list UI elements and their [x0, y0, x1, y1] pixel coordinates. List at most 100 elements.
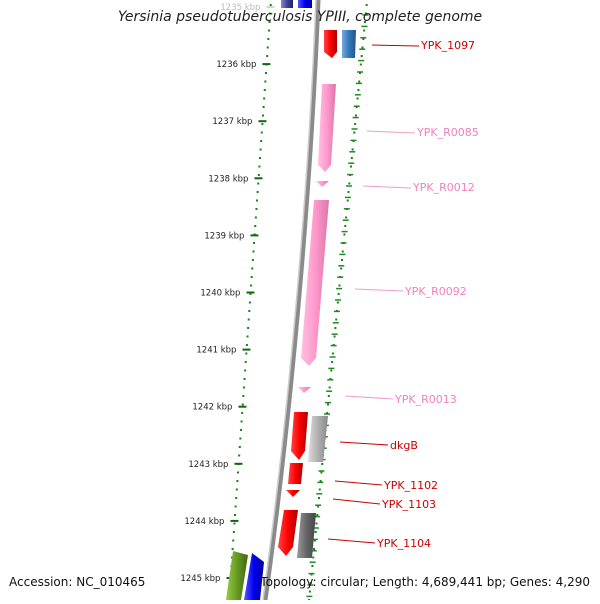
- scale-dot: [246, 335, 249, 338]
- feature-label-dkgb[interactable]: dkgB: [390, 439, 418, 452]
- scale-dot: [331, 361, 334, 363]
- feature-glyph[interactable]: [308, 416, 328, 462]
- scale-dot: [231, 548, 234, 550]
- feature-glyph[interactable]: [297, 513, 316, 558]
- scale-dot: [360, 55, 363, 57]
- scale-dot: [258, 165, 261, 168]
- scale-dot: [354, 114, 357, 117]
- scale-dot: [341, 250, 344, 253]
- scale-dot: [358, 80, 361, 83]
- scale-dot: [334, 327, 337, 329]
- scale-dot: [235, 497, 238, 499]
- scale-dot: [313, 539, 316, 542]
- scale-dot: [344, 225, 347, 227]
- scale-dot: [261, 114, 264, 117]
- scale-dot: [260, 140, 263, 142]
- feature-glyph-ypk-1104[interactable]: [278, 510, 298, 556]
- scale-dot: [340, 259, 343, 261]
- scale-dot: [315, 522, 318, 525]
- scale-dot: [327, 395, 330, 397]
- tick-label: 1244 kbp: [184, 517, 224, 527]
- scale-dot: [232, 539, 235, 542]
- tick-label: 1241 kbp: [196, 346, 236, 356]
- scale-dot: [234, 514, 237, 516]
- scale-dot: [345, 216, 348, 219]
- scale-dot: [257, 174, 260, 176]
- feature-glyph-dkgb[interactable]: [291, 412, 308, 460]
- scale-dot: [337, 293, 340, 295]
- topology-text: Topology: circular; Length: 4,689,441 bp…: [260, 575, 590, 589]
- feature-glyph-ypk-1103[interactable]: [286, 490, 300, 497]
- feature-glyph-ypk-r0012[interactable]: [316, 181, 329, 187]
- scale-dot: [266, 55, 269, 57]
- feature-glyph[interactable]: [226, 551, 248, 600]
- feature-leader-lines: [327, 44, 420, 544]
- scale-dot: [356, 97, 359, 100]
- scale-dot: [363, 21, 366, 23]
- feature-glyphs: [226, 0, 356, 600]
- scale-dot: [357, 89, 360, 91]
- scale-dot: [318, 488, 321, 491]
- scale-dot: [309, 582, 312, 584]
- scale-dot: [241, 403, 244, 406]
- feature-label-ypk-1097[interactable]: YPK_1097: [420, 39, 475, 52]
- tick-label: 1243 kbp: [188, 460, 228, 470]
- feature-glyph-ypk-1102[interactable]: [288, 463, 303, 484]
- scale-dot: [250, 284, 253, 287]
- scale-dot: [267, 29, 270, 32]
- scale-dot: [350, 157, 353, 159]
- feature-glyph[interactable]: [281, 0, 293, 8]
- scale-dot: [241, 412, 244, 414]
- scale-dot: [245, 352, 248, 355]
- scale-dot: [255, 208, 258, 210]
- feature-glyph[interactable]: [342, 30, 356, 58]
- feature-glyph-ypk-r0092[interactable]: [301, 200, 329, 366]
- feature-glyph[interactable]: [298, 0, 312, 8]
- accession-text: Accession: NC_010465: [9, 575, 146, 589]
- scale-dot: [239, 429, 242, 431]
- scale-dot: [343, 233, 346, 236]
- tick-label: 1240 kbp: [200, 289, 240, 299]
- tick-label: 1239 kbp: [204, 231, 244, 241]
- scale-dot: [263, 97, 266, 100]
- scale-dot: [355, 106, 358, 108]
- scale-dot: [319, 480, 322, 482]
- feature-glyph-ypk-r0085[interactable]: [318, 84, 336, 172]
- feature-glyph-ypk-r0013[interactable]: [298, 387, 311, 393]
- feature-label-ypk-1102[interactable]: YPK_1102: [383, 479, 438, 492]
- scale-dot: [346, 199, 349, 202]
- scale-dot: [264, 80, 267, 83]
- scale-dot: [247, 327, 250, 329]
- scale-dot: [245, 344, 248, 346]
- scale-dot: [251, 259, 254, 261]
- scale-dot: [333, 335, 336, 338]
- scale-dot: [257, 182, 260, 185]
- scale-dot: [231, 556, 234, 559]
- scale-dot: [259, 157, 262, 159]
- feature-label-ypk-r0013[interactable]: YPK_R0013: [394, 393, 457, 406]
- feature-glyph-ypk-1097[interactable]: [324, 30, 337, 58]
- scale-dot: [260, 131, 263, 134]
- feature-label-ypk-r0012[interactable]: YPK_R0012: [412, 181, 475, 194]
- scale-dot: [320, 471, 323, 474]
- scale-dot: [314, 531, 317, 533]
- scale-dot: [242, 395, 245, 397]
- scale-dot: [308, 590, 311, 593]
- scale-dot: [268, 21, 271, 23]
- scale-dot: [350, 165, 353, 168]
- scale-dot: [363, 29, 366, 32]
- genome-backbone: [262, 0, 321, 601]
- scale-dot: [359, 72, 362, 74]
- feature-label-ypk-r0085[interactable]: YPK_R0085: [416, 126, 479, 139]
- scale-dot: [316, 514, 319, 516]
- feature-label-ypk-1104[interactable]: YPK_1104: [376, 537, 431, 550]
- scale-dot: [329, 378, 332, 380]
- scale-dot: [317, 505, 320, 508]
- feature-glyph[interactable]: [244, 553, 264, 600]
- feature-label-ypk-r0092[interactable]: YPK_R0092: [404, 285, 467, 298]
- feature-label-ypk-1103[interactable]: YPK_1103: [381, 498, 436, 511]
- tick-label: 1245 kbp: [180, 574, 220, 584]
- scale-dot: [236, 471, 239, 474]
